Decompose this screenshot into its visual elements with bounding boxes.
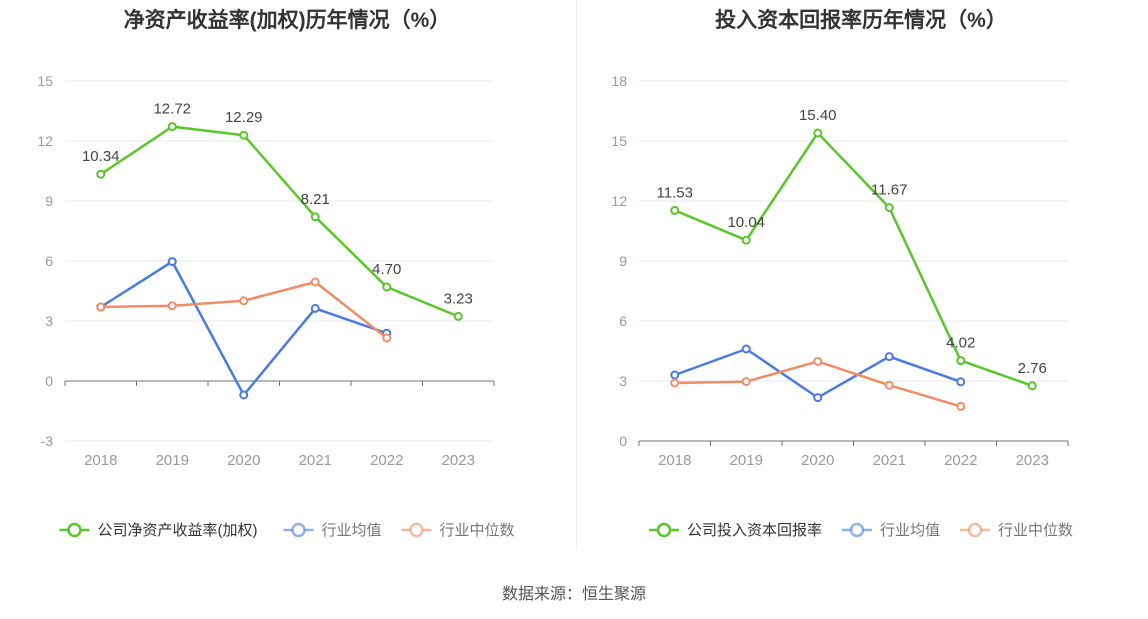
- x-tick-label: 2022: [370, 452, 403, 469]
- legend-item: 公司投入资本回报率: [649, 522, 822, 539]
- industry-median-series-point: [310, 277, 320, 287]
- industry-median-series-point: [96, 302, 106, 312]
- data-label: 12.29: [225, 109, 263, 126]
- x-tick-label: 2023: [1016, 452, 1049, 469]
- industry-average-series-line: [100, 260, 388, 397]
- x-tick-label: 2020: [227, 452, 260, 469]
- legend-item: 公司净资产收益率(加权): [59, 522, 258, 539]
- legend-label: 行业中位数: [440, 522, 515, 539]
- industry-average-series-point: [741, 344, 751, 354]
- x-tick-label: 2018: [84, 452, 117, 469]
- industry-median-series-point: [239, 296, 249, 306]
- industry-average-series-point: [239, 390, 249, 400]
- data-label: 15.40: [799, 107, 837, 124]
- y-tick-label: 12: [611, 193, 627, 209]
- chart-title: 净资产收益率(加权)历年情况（%）: [123, 9, 451, 32]
- industry-median-series-point: [167, 301, 177, 311]
- industry-median-series-point: [956, 401, 966, 411]
- company-series-point: [956, 356, 966, 366]
- x-tick-label: 2021: [299, 452, 332, 469]
- y-tick-label: -3: [41, 433, 54, 449]
- legend-item: 行业均值: [842, 522, 940, 539]
- company-series-point: [1027, 381, 1037, 391]
- industry-average-series-point: [884, 352, 894, 362]
- y-tick-label: 6: [619, 313, 627, 329]
- industry-average-series-line: [674, 347, 962, 399]
- industry-average-series-point: [310, 303, 320, 313]
- x-tick-label: 2023: [442, 452, 475, 469]
- data-label: 4.70: [372, 261, 401, 278]
- company-series-point: [884, 203, 894, 213]
- legend-marker-dot: [67, 522, 82, 538]
- industry-median-series-point: [741, 377, 751, 387]
- roe-line-chart: -3 0 3 6 9 12 15 2018 2019 2020 2021 2022 2023 10.34 1…: [37, 73, 515, 539]
- legend-item: 行业均值: [283, 522, 382, 539]
- legend-item: 行业中位数: [960, 522, 1073, 539]
- y-tick-label: 3: [45, 313, 53, 329]
- y-tick-label: 9: [619, 253, 627, 269]
- data-label: 11.67: [871, 182, 907, 199]
- industry-median-series-point: [884, 380, 894, 390]
- x-tick-label: 2021: [873, 452, 906, 469]
- legend-label: 行业均值: [322, 522, 382, 539]
- legend-marker-dot: [849, 522, 865, 538]
- industry-average-series-point: [167, 257, 177, 267]
- data-label: 8.21: [301, 191, 330, 208]
- x-tick-label: 2019: [156, 452, 189, 469]
- company-series-point: [453, 311, 463, 321]
- company-series-point: [310, 212, 320, 222]
- y-tick-label: 12: [37, 133, 53, 149]
- industry-average-series-point: [670, 370, 680, 380]
- company-series-point: [96, 169, 106, 179]
- roic-chart-panel: 投入资本回报率历年情况（%） 0 3 6 9 12 15 18 2018 2019 2020 202…: [574, 0, 1148, 560]
- industry-average-series-point: [813, 393, 823, 403]
- industry-average-series-point: [956, 377, 966, 387]
- roe-chart-panel: 净资产收益率(加权)历年情况（%） -3 0 3 6 9 12 15 2018 2019 2020…: [0, 0, 574, 560]
- company-series-line: [100, 125, 459, 318]
- y-tick-label: 9: [45, 193, 53, 209]
- data-label: 3.23: [444, 290, 473, 307]
- legend-marker-dot: [409, 522, 424, 538]
- x-tick-label: 2018: [658, 452, 691, 469]
- company-series-point: [167, 122, 177, 132]
- legend-label: 行业中位数: [998, 522, 1073, 539]
- y-tick-label: 0: [45, 373, 53, 389]
- company-series-point: [741, 235, 751, 245]
- industry-median-series-line: [100, 280, 388, 339]
- company-series-line: [674, 131, 1033, 387]
- y-tick-label: 18: [611, 73, 627, 89]
- y-tick-label: 3: [619, 373, 627, 389]
- panel-divider: [576, 0, 577, 550]
- y-tick-label: 0: [619, 433, 627, 449]
- legend-marker-dot: [967, 522, 983, 538]
- industry-median-series-point: [382, 333, 392, 343]
- legend-label: 公司投入资本回报率: [687, 522, 822, 539]
- x-tick-label: 2019: [730, 452, 763, 469]
- data-label: 12.72: [153, 101, 191, 118]
- y-tick-label: 15: [37, 73, 53, 89]
- data-source: 数据来源：恒生聚源: [501, 586, 646, 603]
- company-series-point: [239, 130, 249, 140]
- legend-label: 公司净资产收益率(加权): [98, 522, 258, 539]
- x-tick-label: 2020: [801, 452, 834, 469]
- data-label: 11.53: [657, 184, 693, 201]
- legend-item: 行业中位数: [401, 522, 515, 539]
- company-series-point: [813, 128, 823, 138]
- y-tick-label: 6: [45, 253, 53, 269]
- industry-median-series-point: [813, 356, 823, 366]
- legend-marker-dot: [291, 522, 306, 538]
- chart-title: 投入资本回报率历年情况（%）: [715, 9, 1007, 32]
- y-tick-label: 15: [611, 133, 627, 149]
- data-label: 2.76: [1018, 360, 1047, 377]
- company-series-point: [670, 205, 680, 215]
- x-tick-label: 2022: [944, 452, 977, 469]
- industry-median-series-point: [670, 378, 680, 388]
- legend-marker-dot: [656, 522, 672, 538]
- data-label: 4.02: [946, 335, 975, 352]
- company-series-point: [382, 282, 392, 292]
- data-label: 10.04: [727, 214, 765, 231]
- roic-line-chart: 0 3 6 9 12 15 18 2018 2019 2020 2021 2022 2023 11.53 1…: [611, 73, 1073, 539]
- legend-label: 行业均值: [880, 522, 940, 539]
- data-label: 10.34: [82, 148, 120, 165]
